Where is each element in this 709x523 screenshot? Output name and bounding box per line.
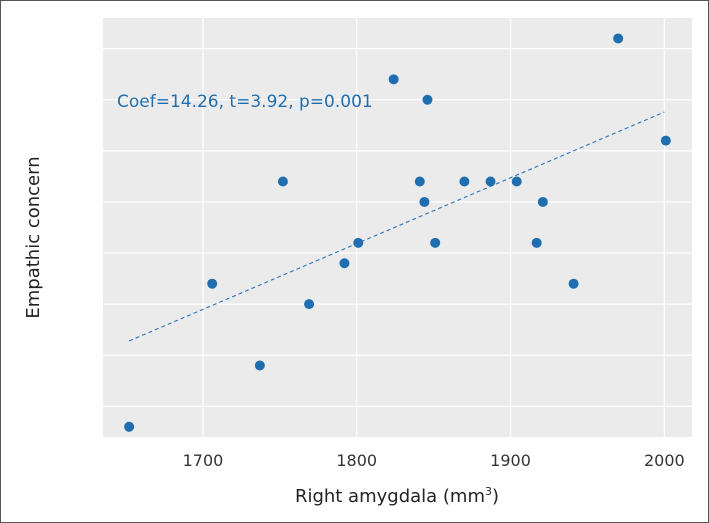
data-point	[660, 135, 671, 146]
data-point	[531, 237, 542, 248]
data-point	[388, 74, 399, 85]
data-point	[485, 176, 496, 187]
x-axis-title: Right amygdala (mm3)	[295, 485, 499, 507]
data-point	[422, 94, 433, 105]
x-gridlines	[202, 18, 665, 437]
x-tick-labels: 1700 1800 1900 2000	[183, 451, 685, 470]
y-axis-title: Empathic concern	[23, 156, 44, 318]
data-point	[304, 299, 315, 310]
plot-panel	[103, 18, 692, 437]
data-point	[430, 237, 441, 248]
x-axis-title-text: Right amygdala (mm	[295, 486, 485, 507]
data-point	[124, 421, 135, 432]
data-point	[537, 196, 548, 207]
data-point	[459, 176, 470, 187]
data-point	[568, 278, 579, 289]
data-point	[414, 176, 425, 187]
trend-line	[128, 111, 665, 342]
data-point	[353, 237, 364, 248]
y-gridlines	[103, 48, 692, 407]
x-tick-label: 1700	[183, 451, 224, 470]
data-point	[277, 176, 288, 187]
data-point	[511, 176, 522, 187]
data-point	[207, 278, 218, 289]
x-tick-label: 1800	[336, 451, 377, 470]
data-point	[613, 33, 624, 44]
data-point	[339, 258, 350, 269]
x-axis-title-suffix: )	[492, 486, 499, 507]
data-point	[254, 360, 265, 371]
data-point	[419, 196, 430, 207]
x-axis-title-superscript: 3	[485, 485, 492, 498]
x-tick-label: 1900	[490, 451, 531, 470]
x-tick-label: 2000	[644, 451, 685, 470]
data-points	[124, 33, 671, 432]
regression-annotation: Coef=14.26, t=3.92, p=0.001	[117, 92, 373, 112]
